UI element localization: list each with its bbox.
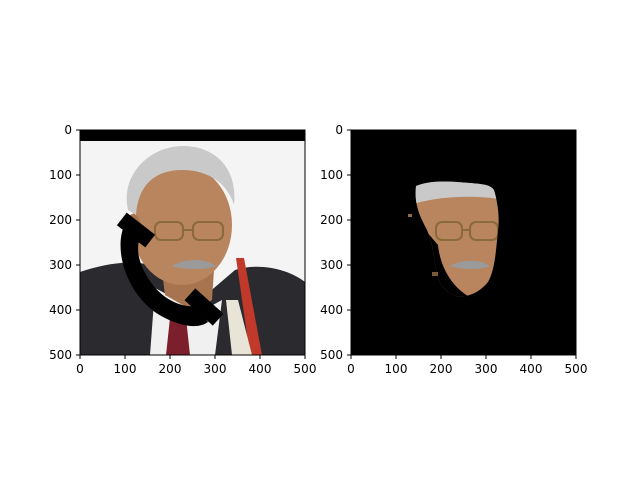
tie	[166, 318, 190, 355]
right-ytick-label: 400	[320, 303, 343, 317]
left-axes-frame	[79, 129, 306, 356]
right-xtick-label: 100	[385, 362, 408, 376]
left-ytick-label: 200	[49, 213, 72, 227]
left-ytick-label: 500	[49, 348, 72, 362]
right-image-panel	[351, 130, 576, 355]
left-ytick-label: 400	[49, 303, 72, 317]
hair	[126, 145, 235, 215]
right-ytick-label: 500	[320, 348, 343, 362]
right-ytick-label: 0	[335, 123, 343, 137]
left-xtick-label: 100	[114, 362, 137, 376]
right-axes-frame	[350, 129, 577, 356]
left-xtick-label: 0	[76, 362, 84, 376]
flag-white	[226, 300, 252, 355]
left-ytick-label: 300	[49, 258, 72, 272]
flag-stripe	[236, 258, 262, 355]
left-xtick-label: 300	[204, 362, 227, 376]
left-xtick-label: 400	[249, 362, 272, 376]
glasses	[154, 221, 224, 241]
top-mask-band	[80, 130, 305, 141]
right-xtick-label: 300	[475, 362, 498, 376]
right-axes: 0 100 200 300 400 500 0 100 200 300 400 500	[320, 123, 587, 376]
right-xtick-label: 400	[520, 362, 543, 376]
right-xtick-label: 500	[565, 362, 588, 376]
right-xtick-label: 200	[430, 362, 453, 376]
mustache	[172, 260, 216, 269]
right-ytick-label: 100	[320, 168, 343, 182]
right-ytick-label: 200	[320, 213, 343, 227]
left-xtick-label: 200	[159, 362, 182, 376]
handset-mask	[116, 212, 224, 327]
right-xtick-label: 0	[347, 362, 355, 376]
left-image-panel	[80, 130, 305, 355]
left-ytick-label: 100	[49, 168, 72, 182]
right-ytick-label: 300	[320, 258, 343, 272]
left-xtick-label: 500	[294, 362, 317, 376]
left-ytick-label: 0	[64, 123, 72, 137]
left-axes: 0 100 200 300 400 500 0 100 200 300 400 500	[49, 123, 316, 376]
